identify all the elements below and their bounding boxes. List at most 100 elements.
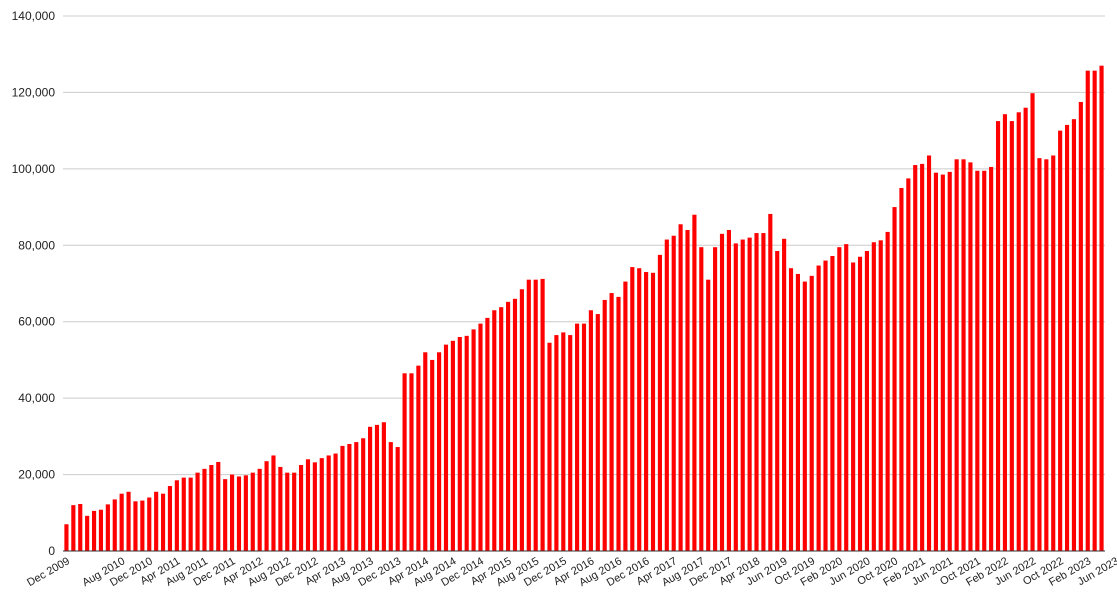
bar bbox=[464, 335, 469, 551]
bar bbox=[347, 444, 352, 551]
bar bbox=[650, 272, 656, 551]
bar bbox=[216, 461, 221, 551]
bar bbox=[299, 465, 304, 551]
bar bbox=[1085, 70, 1090, 552]
y-tick-label: 80,000 bbox=[18, 238, 55, 252]
bar bbox=[630, 267, 635, 551]
bar bbox=[457, 337, 462, 551]
bar bbox=[64, 524, 69, 551]
bar bbox=[637, 268, 642, 551]
bar bbox=[223, 479, 228, 551]
bar bbox=[851, 262, 856, 551]
bar bbox=[381, 422, 386, 551]
bar bbox=[154, 491, 159, 551]
bar bbox=[913, 165, 918, 552]
bar bbox=[678, 224, 683, 551]
bar bbox=[512, 298, 518, 551]
bar bbox=[195, 472, 200, 551]
bar bbox=[968, 162, 973, 552]
bar bbox=[319, 458, 324, 551]
bar bbox=[547, 342, 552, 551]
bar bbox=[982, 170, 987, 551]
bar bbox=[699, 247, 704, 551]
bar bbox=[1092, 70, 1097, 552]
bar bbox=[181, 477, 186, 551]
bar bbox=[616, 296, 621, 552]
bar bbox=[692, 214, 697, 551]
bar bbox=[326, 455, 331, 551]
bar bbox=[105, 504, 110, 551]
bar bbox=[802, 281, 807, 551]
bar bbox=[147, 497, 152, 551]
bar bbox=[167, 486, 173, 551]
bar bbox=[1058, 130, 1063, 551]
y-tick-label: 40,000 bbox=[18, 391, 55, 405]
bar bbox=[416, 365, 421, 551]
bar bbox=[492, 310, 497, 551]
bar bbox=[857, 256, 863, 551]
bar bbox=[685, 230, 690, 551]
bar bbox=[706, 279, 711, 551]
bar bbox=[209, 465, 214, 551]
bar bbox=[733, 243, 738, 552]
bar bbox=[989, 166, 994, 551]
gridlines bbox=[63, 15, 1105, 476]
bar bbox=[485, 317, 490, 551]
bar bbox=[409, 373, 414, 551]
bar bbox=[588, 310, 593, 551]
y-tick-label: 0 bbox=[48, 544, 55, 558]
bar bbox=[954, 159, 959, 552]
bar bbox=[775, 251, 780, 551]
bar bbox=[568, 335, 573, 551]
bar bbox=[940, 174, 945, 551]
bar bbox=[657, 254, 662, 551]
bar bbox=[388, 442, 393, 551]
bars bbox=[64, 65, 1104, 552]
bar bbox=[561, 332, 566, 551]
y-tick-label: 140,000 bbox=[12, 9, 56, 23]
bar bbox=[1023, 107, 1028, 552]
bar bbox=[112, 499, 117, 551]
bar bbox=[947, 171, 952, 551]
bar bbox=[285, 472, 290, 551]
bar bbox=[920, 163, 925, 551]
bar bbox=[271, 455, 276, 551]
bar bbox=[754, 233, 759, 551]
bar bbox=[230, 474, 235, 551]
bar bbox=[243, 475, 248, 551]
x-tick-label: Dec 2009 bbox=[25, 555, 72, 589]
y-tick-label: 20,000 bbox=[18, 468, 55, 482]
bar bbox=[975, 170, 980, 551]
bar bbox=[933, 172, 938, 551]
bar bbox=[540, 278, 545, 551]
bar bbox=[71, 505, 76, 551]
bar bbox=[1002, 114, 1008, 552]
bar bbox=[837, 247, 842, 551]
bar bbox=[174, 480, 179, 551]
bar bbox=[126, 491, 131, 551]
bar bbox=[713, 247, 718, 551]
bar bbox=[809, 275, 814, 551]
bar bbox=[926, 155, 932, 552]
bar bbox=[119, 493, 124, 551]
bar bbox=[671, 235, 676, 552]
bar bbox=[740, 239, 745, 552]
y-tick-label: 60,000 bbox=[18, 315, 55, 329]
bar bbox=[747, 237, 752, 551]
bar bbox=[816, 265, 821, 551]
bar bbox=[788, 268, 794, 551]
bar bbox=[333, 453, 338, 551]
bar bbox=[554, 335, 559, 551]
bar bbox=[1064, 124, 1070, 551]
bar bbox=[1030, 93, 1035, 551]
bar bbox=[1078, 101, 1083, 551]
bar bbox=[395, 447, 400, 551]
bar bbox=[581, 323, 587, 552]
bar bbox=[871, 242, 876, 552]
bar bbox=[312, 462, 317, 551]
bar bbox=[305, 459, 311, 551]
bar bbox=[768, 213, 773, 551]
bar bbox=[664, 239, 669, 552]
